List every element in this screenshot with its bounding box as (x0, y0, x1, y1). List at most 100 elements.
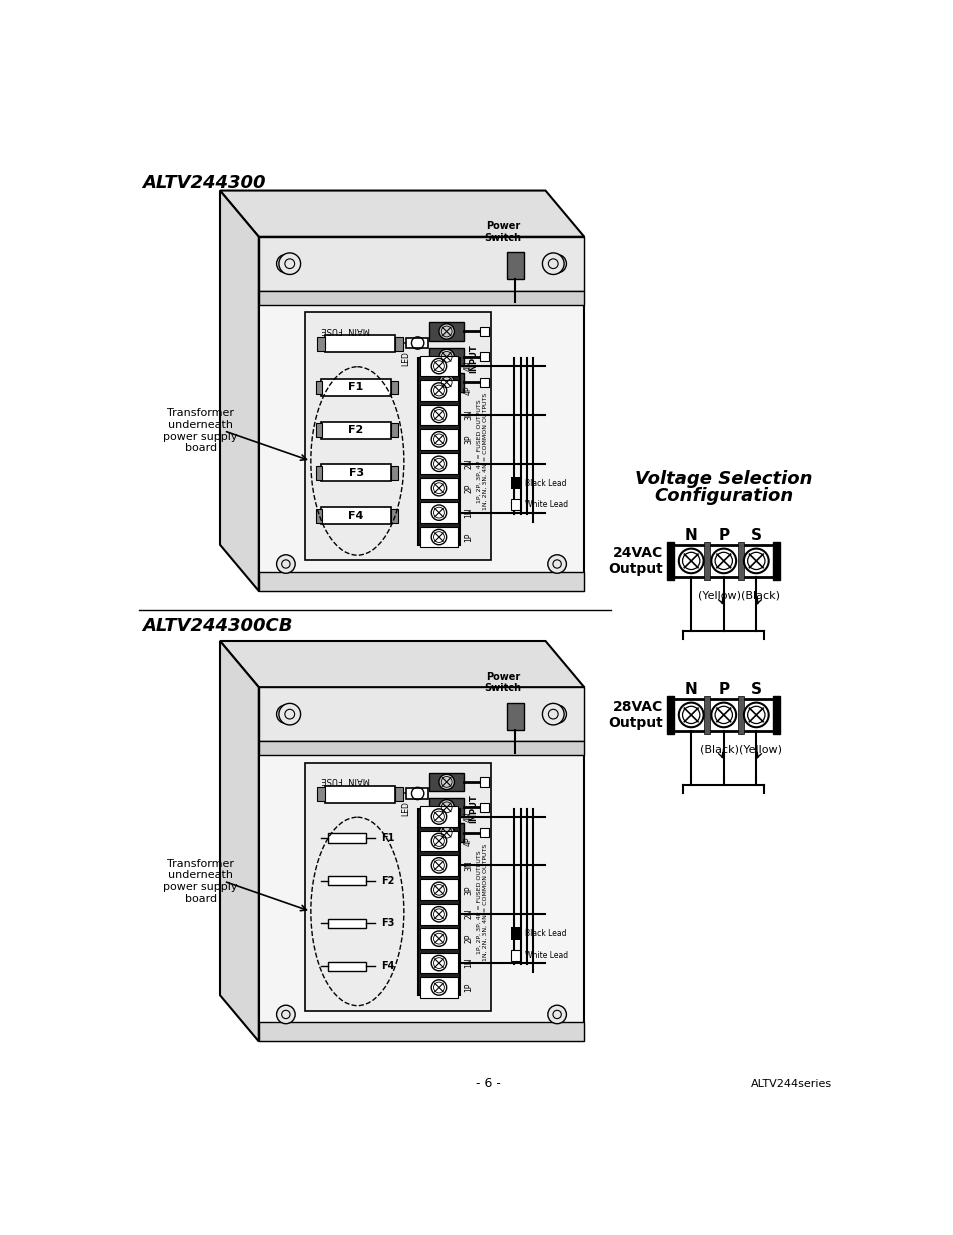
Circle shape (431, 979, 446, 995)
Text: F4: F4 (348, 511, 363, 521)
Circle shape (438, 825, 454, 841)
Bar (320, 508, 391, 524)
Bar (391, 380, 397, 394)
Bar (417, 809, 459, 995)
Circle shape (431, 834, 446, 848)
Bar (324, 336, 395, 352)
Text: MAIN  FUSE: MAIN FUSE (321, 776, 370, 784)
Text: 2P: 2P (464, 484, 473, 493)
Bar (510, 927, 519, 940)
Circle shape (431, 857, 446, 873)
Circle shape (431, 505, 446, 520)
Bar (506, 703, 523, 730)
Bar (419, 806, 457, 827)
Text: 4N: 4N (464, 361, 473, 372)
Text: 4N: 4N (464, 811, 473, 821)
Text: Black Lead: Black Lead (524, 479, 565, 488)
Bar (419, 929, 457, 948)
Circle shape (431, 882, 446, 898)
Bar (737, 542, 743, 580)
Circle shape (431, 530, 446, 545)
Text: 1P, 2P, 3P, 4P = FUSED OUTPUTS
1N, 2N, 3N, 4N = COMMON OUTPUTS: 1P, 2P, 3P, 4P = FUSED OUTPUTS 1N, 2N, 3… (476, 844, 487, 961)
Text: Configuration: Configuration (654, 488, 793, 505)
Circle shape (547, 254, 566, 273)
Bar (419, 503, 457, 522)
Polygon shape (220, 190, 258, 592)
Circle shape (431, 456, 446, 472)
Text: (Black): (Black) (700, 745, 739, 755)
Circle shape (278, 253, 300, 274)
Bar (419, 429, 457, 450)
Circle shape (431, 809, 446, 824)
Bar (419, 952, 457, 973)
Circle shape (431, 432, 446, 447)
Bar (258, 237, 583, 592)
Text: LED: LED (401, 802, 410, 816)
Bar (258, 237, 583, 290)
Circle shape (743, 703, 768, 727)
Circle shape (438, 799, 454, 815)
Circle shape (679, 703, 703, 727)
Bar (419, 855, 457, 876)
Bar (703, 542, 709, 580)
Circle shape (431, 383, 446, 398)
Bar (479, 777, 488, 787)
Text: F1: F1 (381, 832, 395, 844)
Text: 28VAC
Output: 28VAC Output (608, 700, 662, 730)
Bar (417, 358, 459, 545)
Circle shape (743, 548, 768, 573)
Bar (703, 695, 709, 734)
Bar (672, 699, 774, 731)
Text: INPUT: INPUT (469, 794, 477, 824)
Text: Power
Switch: Power Switch (484, 221, 521, 243)
Bar (429, 824, 464, 842)
Bar (419, 526, 457, 547)
Bar (305, 763, 491, 1010)
Bar (328, 919, 365, 927)
Bar (479, 327, 488, 336)
Bar (429, 373, 464, 391)
Bar (429, 773, 464, 792)
Text: 1P, 2P, 3P, 4P = FUSED OUTPUTS
1N, 2N, 3N, 4N = COMMON OUTPUTS: 1P, 2P, 3P, 4P = FUSED OUTPUTS 1N, 2N, 3… (476, 393, 487, 510)
Bar (666, 542, 674, 580)
Bar (258, 687, 583, 741)
Circle shape (431, 408, 446, 422)
Circle shape (276, 254, 294, 273)
Bar (258, 572, 583, 592)
Text: F4: F4 (381, 961, 395, 971)
Circle shape (679, 548, 703, 573)
Bar (391, 424, 397, 437)
Text: INPUT: INPUT (469, 345, 477, 373)
Bar (419, 904, 457, 925)
Bar (479, 829, 488, 837)
Text: 3N: 3N (464, 410, 473, 420)
Text: 2N: 2N (464, 909, 473, 920)
Bar (406, 788, 427, 799)
Text: 1P: 1P (464, 983, 473, 992)
Bar (258, 687, 583, 1041)
Bar (316, 787, 324, 802)
Circle shape (711, 703, 736, 727)
Bar (666, 695, 674, 734)
Polygon shape (220, 641, 258, 1041)
Text: (Black): (Black) (740, 592, 779, 601)
Text: White Lead: White Lead (524, 500, 567, 509)
Circle shape (276, 1005, 294, 1024)
Text: 1N: 1N (464, 958, 473, 968)
Text: 3P: 3P (464, 885, 473, 894)
Text: MAIN  FUSE: MAIN FUSE (321, 325, 370, 333)
Text: F2: F2 (348, 425, 363, 435)
Circle shape (542, 704, 563, 725)
Bar (328, 876, 365, 885)
Text: P: P (718, 529, 728, 543)
Circle shape (431, 358, 446, 374)
Text: 3N: 3N (464, 860, 473, 871)
Text: ALTV244300: ALTV244300 (142, 174, 266, 191)
Text: S: S (750, 682, 761, 697)
Circle shape (278, 704, 300, 725)
Bar (406, 337, 427, 348)
Circle shape (431, 480, 446, 496)
Circle shape (711, 548, 736, 573)
Circle shape (438, 374, 454, 390)
Bar (324, 785, 395, 803)
